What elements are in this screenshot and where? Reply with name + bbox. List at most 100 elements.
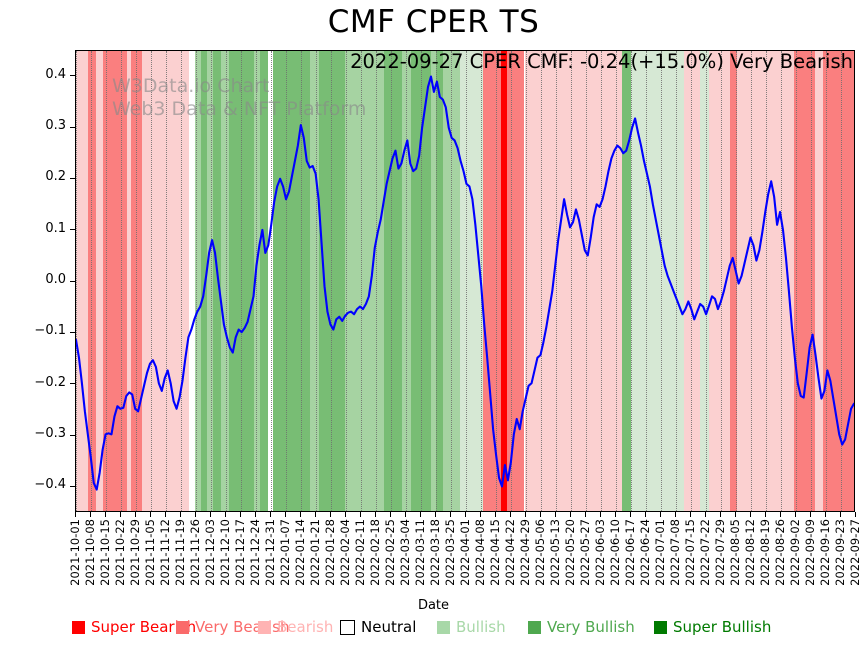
- tick-mark: [390, 512, 391, 517]
- gridline: [706, 51, 707, 511]
- gridline: [346, 51, 347, 511]
- x-tick-label: 2022-03-11: [413, 519, 427, 586]
- gridline: [556, 51, 557, 511]
- x-tick-label: 2022-03-25: [443, 519, 457, 586]
- tick-mark: [405, 512, 406, 517]
- x-tick-label: 2021-11-05: [143, 519, 157, 586]
- cmf-line-series: [76, 51, 854, 511]
- tick-mark: [675, 512, 676, 517]
- gridline: [811, 51, 812, 511]
- x-tick-label: 2021-11-12: [158, 519, 172, 586]
- tick-mark: [255, 512, 256, 517]
- tick-mark: [375, 512, 376, 517]
- x-tick-label: 2022-05-06: [533, 519, 547, 586]
- gridline: [421, 51, 422, 511]
- tick-mark: [70, 383, 75, 385]
- tick-mark: [150, 512, 151, 517]
- sentiment-band: [126, 51, 132, 511]
- legend-label: Super Bullish: [673, 618, 772, 636]
- gridline: [736, 51, 737, 511]
- legend-item[interactable]: Super Bearish: [72, 618, 196, 636]
- legend-label: Bearish: [277, 618, 334, 636]
- x-tick-label: 2022-06-24: [638, 519, 652, 586]
- gridline: [286, 51, 287, 511]
- gridline: [166, 51, 167, 511]
- gridline: [196, 51, 197, 511]
- gridline: [646, 51, 647, 511]
- gridline: [106, 51, 107, 511]
- sentiment-band: [195, 51, 201, 511]
- tick-mark: [360, 512, 361, 517]
- x-tick-label: 2022-05-20: [563, 519, 577, 586]
- gridline: [721, 51, 722, 511]
- legend-label: Bullish: [456, 618, 506, 636]
- sentiment-band: [737, 51, 794, 511]
- sentiment-band: [631, 51, 685, 511]
- x-tick-label: 2022-07-15: [683, 519, 697, 586]
- y-axis-ticks: 0.4 0.3 0.2 0.1 0.0 −0.1 −0.2 −0.3 −0.4: [0, 0, 75, 512]
- gridline: [661, 51, 662, 511]
- x-tick-label: 2022-06-10: [608, 519, 622, 586]
- x-tick-label: 2021-10-22: [113, 519, 127, 586]
- legend-item[interactable]: Bullish: [437, 618, 506, 636]
- legend-swatch-icon: [654, 620, 667, 634]
- gridline: [766, 51, 767, 511]
- y-tick-label: −0.4: [34, 477, 66, 493]
- watermark-layer: W3Data.io Chart Web3 Data & NFT Platform: [76, 51, 854, 511]
- y-tick-label: 0.4: [45, 66, 66, 82]
- tick-mark: [315, 512, 316, 517]
- y-tick-label: 0.2: [45, 169, 66, 185]
- gridline: [586, 51, 587, 511]
- gridline: [361, 51, 362, 511]
- legend-item[interactable]: Neutral: [340, 618, 416, 636]
- tick-mark: [645, 512, 646, 517]
- legend-item[interactable]: Very Bullish: [528, 618, 635, 636]
- tick-mark: [225, 512, 226, 517]
- x-tick-label: 2022-05-13: [548, 519, 562, 586]
- sentiment-band: [436, 51, 443, 511]
- legend-swatch-icon: [258, 620, 271, 634]
- tick-mark: [750, 512, 751, 517]
- y-tick-label: 0.3: [45, 118, 66, 133]
- sentiment-band: [459, 51, 484, 511]
- tick-mark: [70, 280, 75, 282]
- x-tick-label: 2022-07-01: [653, 519, 667, 586]
- x-tick-label: 2021-12-03: [203, 519, 217, 586]
- gridline: [691, 51, 692, 511]
- tick-mark: [540, 512, 541, 517]
- x-tick-label: 2021-11-19: [173, 519, 187, 586]
- plot-area: W3Data.io Chart Web3 Data & NFT Platform: [75, 50, 855, 512]
- sentiment-band: [700, 51, 710, 511]
- sentiment-band: [310, 51, 320, 511]
- gridline: [76, 51, 77, 511]
- gridline: [511, 51, 512, 511]
- tick-mark: [210, 512, 211, 517]
- sentiment-band: [221, 51, 229, 511]
- x-tick-label: 2022-06-03: [593, 519, 607, 586]
- tick-mark: [345, 512, 346, 517]
- tick-mark: [70, 434, 75, 436]
- tick-mark: [525, 512, 526, 517]
- x-tick-label: 2022-09-02: [788, 519, 802, 586]
- x-tick-label: 2022-02-18: [368, 519, 382, 586]
- tick-mark: [735, 512, 736, 517]
- tick-mark: [270, 512, 271, 517]
- gridline: [571, 51, 572, 511]
- tick-mark: [840, 512, 841, 517]
- sentiment-band: [272, 51, 310, 511]
- x-tick-label: 2022-03-04: [398, 519, 412, 586]
- tick-mark: [70, 229, 75, 231]
- gridline: [796, 51, 797, 511]
- sentiment-band: [189, 51, 196, 511]
- x-tick-label: 2021-10-08: [83, 519, 97, 586]
- x-tick-label: 2021-12-24: [248, 519, 262, 586]
- x-tick-label: 2021-10-29: [128, 519, 142, 586]
- gridline: [526, 51, 527, 511]
- x-tick-label: 2021-11-26: [188, 519, 202, 586]
- x-tick-label: 2022-09-27: [848, 519, 862, 586]
- legend-item[interactable]: Bearish: [258, 618, 333, 636]
- y-tick-label: −0.3: [34, 426, 66, 441]
- legend-item[interactable]: Super Bullish: [654, 618, 771, 636]
- tick-mark: [75, 512, 76, 517]
- x-tick-label: 2022-04-22: [503, 519, 517, 586]
